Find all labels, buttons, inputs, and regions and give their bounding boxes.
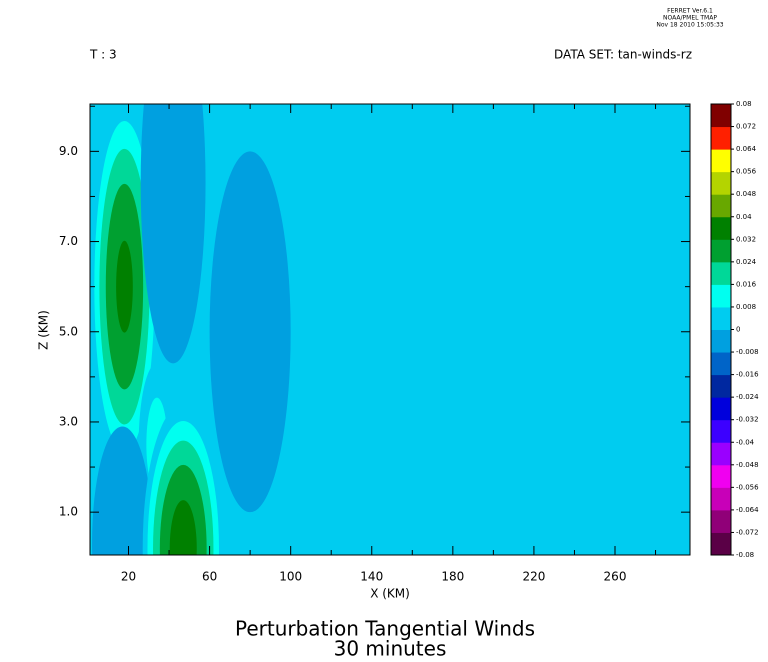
colorbar-label: 0.056 xyxy=(736,168,757,176)
colorbar-band xyxy=(711,509,731,533)
x-tick-label: 20 xyxy=(121,570,136,584)
colorbar-label: -0.056 xyxy=(736,483,759,491)
colorbar-label: 0.072 xyxy=(736,123,756,131)
colorbar-label: -0.016 xyxy=(736,371,759,379)
x-tick-label: 140 xyxy=(360,570,383,584)
colorbar-band xyxy=(711,329,731,353)
colorbar-label: 0 xyxy=(736,326,740,334)
colorbar-band xyxy=(711,532,731,556)
y-tick-label: 5.0 xyxy=(59,324,78,338)
colorbar-label: -0.064 xyxy=(736,506,759,514)
colorbar-band xyxy=(711,239,731,263)
colorbar-band xyxy=(711,261,731,285)
contour-band xyxy=(92,426,153,555)
colorbar-label: -0.008 xyxy=(736,348,759,356)
contour-band xyxy=(209,151,291,513)
colorbar-band xyxy=(711,397,731,421)
colorbar-band xyxy=(711,442,731,466)
x-tick-label: 220 xyxy=(522,570,545,584)
colorbar-band xyxy=(711,104,731,128)
colorbar-label: 0.048 xyxy=(736,190,756,198)
colorbar-band xyxy=(711,306,731,330)
colorbar-label: 0.064 xyxy=(736,145,757,153)
colorbar-band xyxy=(711,419,731,443)
colorbar-band xyxy=(711,171,731,195)
colorbar-label: 0.032 xyxy=(736,235,756,243)
colorbar-band xyxy=(711,194,731,218)
x-tick-label: 100 xyxy=(279,570,302,584)
header-line: Nov 18 2010 15:05:33 xyxy=(656,22,723,29)
field xyxy=(90,104,690,555)
colorbar-label: -0.024 xyxy=(736,393,759,401)
y-tick-label: 1.0 xyxy=(59,505,78,519)
colorbar-band xyxy=(711,284,731,308)
x-tick-label: 260 xyxy=(604,570,627,584)
y-tick-label: 3.0 xyxy=(59,414,78,428)
colorbar-band xyxy=(711,352,731,376)
y-tick-label: 9.0 xyxy=(59,144,78,158)
colorbar-label: 0.016 xyxy=(736,280,757,288)
colorbar-label: -0.08 xyxy=(736,551,754,559)
plot-frame xyxy=(89,103,691,556)
colorbar-label: -0.04 xyxy=(736,438,755,446)
colorbar-band xyxy=(711,126,731,150)
header-line: NOAA/PMEL TMAP xyxy=(663,15,717,22)
colorbar-band xyxy=(711,216,731,240)
colorbar-label: 0.008 xyxy=(736,303,756,311)
chart-subtitle: 30 minutes xyxy=(334,637,447,661)
header-line: FERRET Ver.6.1 xyxy=(667,8,713,15)
y-tick-label: 7.0 xyxy=(59,234,78,248)
x-tick-label: 180 xyxy=(441,570,464,584)
colorbar-label: 0.024 xyxy=(736,258,757,266)
contour-band xyxy=(116,240,133,333)
colorbar-band xyxy=(711,149,731,173)
colorbar-label: 0.04 xyxy=(736,213,752,221)
colorbar-label: 0.08 xyxy=(736,100,752,108)
colorbar-band xyxy=(711,487,731,511)
right-label: DATA SET: tan-winds-rz xyxy=(554,48,692,62)
colorbar-band xyxy=(711,464,731,488)
colorbar-band xyxy=(711,374,731,398)
contour-band xyxy=(140,104,206,364)
colorbar-label: -0.048 xyxy=(736,461,759,469)
left-label: T : 3 xyxy=(89,48,117,62)
contour-band xyxy=(169,500,197,555)
x-axis-label: X (KM) xyxy=(370,587,410,601)
chart-title: Perturbation Tangential Winds xyxy=(235,617,535,641)
colorbar-label: -0.072 xyxy=(736,528,759,536)
colorbar-label: -0.032 xyxy=(736,416,759,424)
y-axis-label: Z (KM) xyxy=(37,310,51,350)
x-tick-label: 60 xyxy=(202,570,217,584)
